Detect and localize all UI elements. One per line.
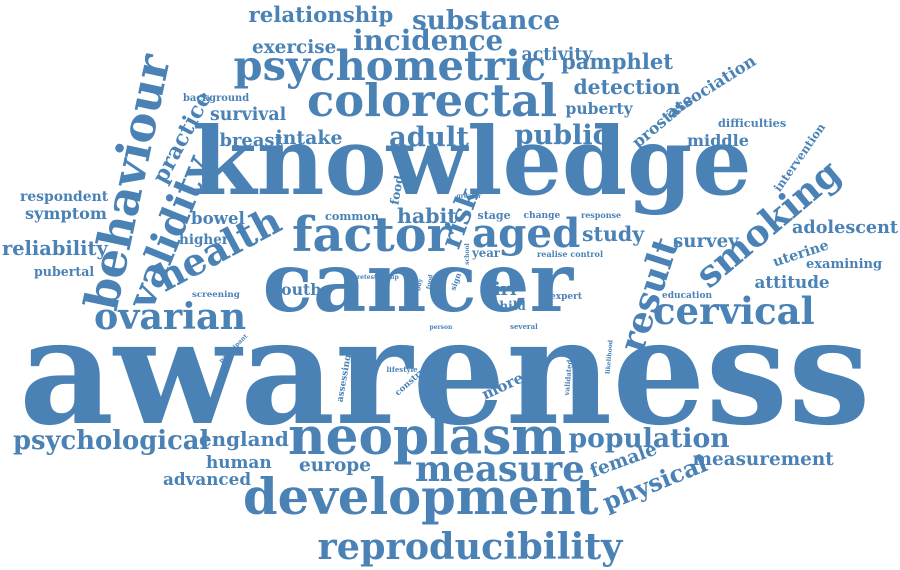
- cloud-word: breast: [219, 130, 283, 151]
- cloud-word: symptom: [25, 204, 107, 223]
- cloud-word: public: [514, 119, 610, 151]
- cloud-word: child: [492, 299, 526, 313]
- cloud-word: colorectal: [307, 73, 558, 127]
- cloud-word: puberty: [565, 99, 633, 118]
- cloud-word: knowledge: [192, 106, 752, 217]
- cloud-word: lifestyle: [386, 364, 418, 374]
- cloud-word: greater: [456, 193, 482, 200]
- cloud-word: europe: [299, 454, 372, 476]
- cloud-word: response: [581, 210, 622, 220]
- cloud-word: psychometric: [233, 41, 547, 90]
- cloud-word: middle: [687, 131, 750, 150]
- cloud-word: survival: [210, 104, 287, 125]
- cloud-word: respondent: [20, 189, 109, 205]
- cloud-word: higher: [179, 232, 229, 248]
- cloud-word: england: [199, 427, 289, 451]
- cloud-word: awareness: [19, 284, 871, 458]
- cloud-word: development: [243, 468, 599, 526]
- cloud-word: human: [206, 451, 272, 472]
- cloud-word: school: [463, 243, 471, 265]
- cloud-word: screening: [192, 289, 240, 300]
- cloud-word: ovarian: [94, 295, 247, 338]
- cloud-word: several: [510, 321, 538, 331]
- cloud-word: expert: [550, 291, 583, 302]
- cloud-word: habit: [397, 203, 457, 228]
- cloud-word: pubertal: [34, 263, 95, 279]
- cloud-word: aged: [472, 209, 581, 257]
- cloud-word: pamphlet: [561, 48, 673, 74]
- cloud-word: exercise: [252, 37, 337, 58]
- cloud-word: measure: [415, 448, 585, 490]
- cloud-word: change: [523, 209, 561, 221]
- cloud-word: detection: [573, 75, 681, 99]
- cloud-word: population: [568, 422, 730, 454]
- cloud-word: adult: [389, 120, 469, 153]
- cloud-word: girl: [481, 279, 517, 300]
- cloud-word: reliability: [2, 236, 108, 260]
- cloud-word: attitude: [754, 271, 830, 292]
- cloud-word: factor: [292, 207, 452, 263]
- cloud-word: cancer: [262, 232, 574, 331]
- cloud-word: incidence: [353, 24, 504, 57]
- cloud-word: education: [662, 290, 712, 301]
- cloud-word: psychological: [13, 426, 210, 456]
- cloud-word: cervical: [653, 288, 815, 333]
- cloud-word: difficulties: [718, 115, 787, 130]
- cloud-word: common: [325, 208, 380, 223]
- cloud-word: examining: [806, 256, 883, 272]
- cloud-word: activity: [521, 44, 593, 65]
- cloud-word: substance: [412, 5, 561, 36]
- cloud-word: measurement: [692, 449, 834, 470]
- cloud-word: survey: [673, 231, 739, 252]
- cloud-word: year: [472, 246, 500, 260]
- cloud-word: relationship: [248, 2, 394, 28]
- cloud-word: neoplasm: [288, 406, 566, 467]
- cloud-word: person: [429, 324, 453, 331]
- cloud-word: background: [183, 93, 250, 104]
- cloud-word: adolescent: [792, 217, 899, 238]
- cloud-word: retest group: [357, 274, 399, 281]
- cloud-word: bowel: [191, 207, 245, 228]
- cloud-word: study: [582, 221, 645, 246]
- cloud-word: stage: [477, 208, 511, 222]
- cloud-word: youth: [272, 280, 322, 299]
- cloud-word: intake: [275, 126, 343, 149]
- cloud-word: advanced: [163, 468, 252, 489]
- cloud-word: realise control: [537, 249, 604, 259]
- cloud-word: reproducibility: [317, 524, 623, 568]
